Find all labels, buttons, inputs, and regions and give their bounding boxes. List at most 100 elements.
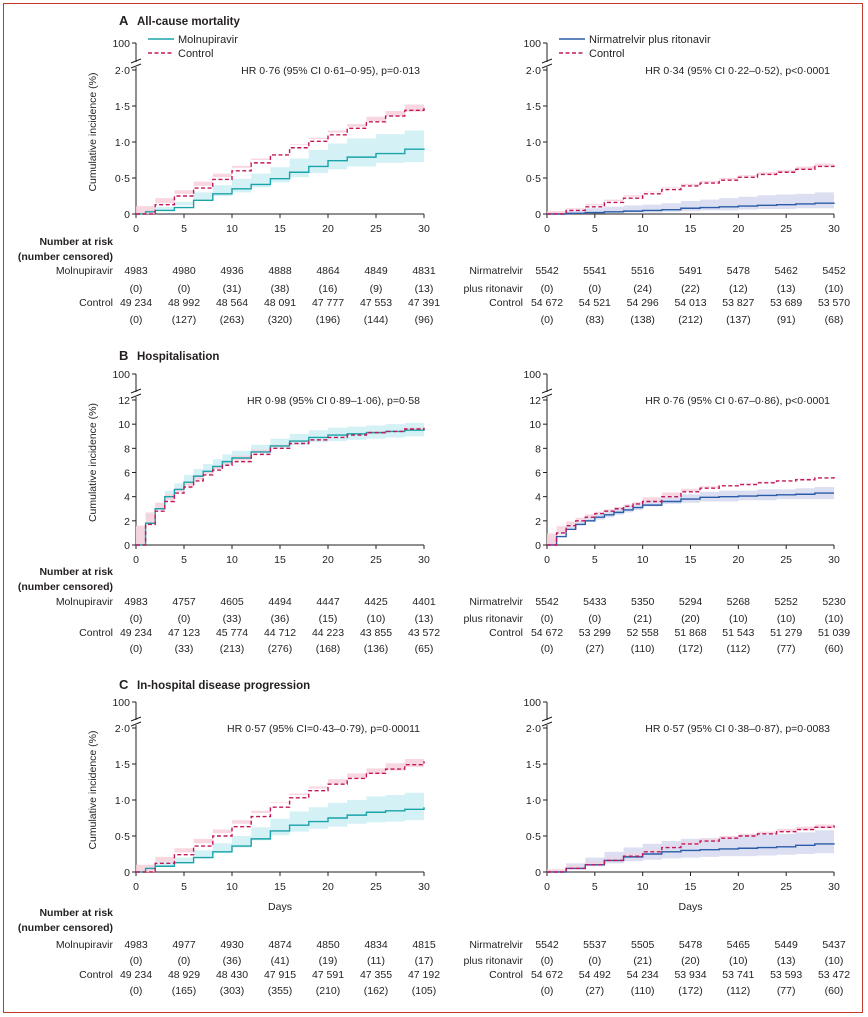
risk-count: 4977 <box>172 939 196 951</box>
x-axis-label: Days <box>679 901 703 913</box>
risk-count: 51 279 <box>770 627 802 639</box>
risk-count: 54 521 <box>579 297 611 309</box>
risk-censored: (0) <box>541 955 554 967</box>
x-tick-label: 30 <box>418 881 430 893</box>
y-tick-label: 6 <box>535 468 541 480</box>
ci-band-control <box>136 755 424 872</box>
x-tick-label: 0 <box>544 881 550 893</box>
risk-count: 4930 <box>220 939 244 951</box>
risk-row-label: Control <box>489 627 523 639</box>
risk-censored: (355) <box>268 985 293 997</box>
y-axis-break <box>130 388 142 399</box>
risk-censored: (168) <box>316 643 341 655</box>
risk-count: 5462 <box>774 265 798 277</box>
risk-count: 5542 <box>535 596 559 608</box>
risk-censored: (21) <box>633 613 652 625</box>
risk-count: 4936 <box>220 265 244 277</box>
risk-censored: (213) <box>220 643 245 655</box>
risk-censored: (105) <box>412 985 437 997</box>
y-tick-label: 0·5 <box>526 173 541 185</box>
risk-count: 54 234 <box>627 969 659 981</box>
risk-table-header: Number at risk <box>39 907 113 919</box>
x-tick-label: 10 <box>226 881 238 893</box>
series-line-control <box>136 106 425 215</box>
panel-title: In-hospital disease progression <box>137 680 310 692</box>
risk-censored: (303) <box>220 985 245 997</box>
risk-count: 5478 <box>679 939 703 951</box>
x-tick-label: 30 <box>828 881 840 893</box>
risk-count: 47 355 <box>360 969 392 981</box>
x-tick-label: 0 <box>133 881 139 893</box>
x-tick-label: 25 <box>370 554 382 566</box>
series-line-control <box>136 427 425 546</box>
x-tick-label: 15 <box>274 554 286 566</box>
y-tick-label: 100 <box>112 38 130 50</box>
x-tick-label: 5 <box>181 223 187 235</box>
y-tick-label: 0·5 <box>526 831 541 843</box>
panel-title: Hospitalisation <box>137 351 219 363</box>
ci-band-control <box>136 100 424 214</box>
x-tick-label: 30 <box>828 554 840 566</box>
risk-censored: (60) <box>825 643 844 655</box>
risk-row-label: Nirmatrelvir <box>469 596 523 608</box>
risk-count: 53 934 <box>674 969 706 981</box>
risk-censored: (276) <box>268 643 293 655</box>
risk-count: 54 013 <box>674 297 706 309</box>
x-tick-label: 5 <box>592 554 598 566</box>
risk-censored: (0) <box>130 985 143 997</box>
y-axis-break <box>541 388 553 399</box>
risk-censored: (196) <box>316 314 341 326</box>
ci-band-treatment <box>547 191 834 214</box>
risk-censored: (16) <box>319 283 338 295</box>
risk-censored: (212) <box>678 314 703 326</box>
series-line-treatment <box>547 492 834 546</box>
y-tick-label: 8 <box>124 443 130 455</box>
y-tick-label: 0 <box>124 209 130 221</box>
y-axis-break <box>130 716 142 727</box>
y-tick-label: 1·5 <box>526 759 541 771</box>
series-line-control <box>547 476 835 546</box>
x-tick-label: 20 <box>322 881 334 893</box>
risk-censored: (24) <box>633 283 652 295</box>
risk-count: 4494 <box>268 596 292 608</box>
risk-censored: (10) <box>825 283 844 295</box>
y-axis-label: Cumulative incidence (%) <box>87 403 99 522</box>
risk-table-subheader: (number censored) <box>18 581 113 593</box>
hazard-ratio-text: HR 0·57 (95% CI 0·38–0·87), p=0·0083 <box>645 723 830 735</box>
y-tick-label: 4 <box>535 492 541 504</box>
risk-count: 48 929 <box>168 969 200 981</box>
risk-censored: (112) <box>726 985 750 997</box>
risk-table-subheader: (number censored) <box>18 922 113 934</box>
risk-censored: (0) <box>178 613 191 625</box>
y-tick-label: 6 <box>124 468 130 480</box>
risk-censored: (110) <box>631 643 655 655</box>
risk-count: 54 672 <box>531 969 563 981</box>
series-line-treatment <box>547 202 835 215</box>
risk-count: 53 741 <box>722 969 754 981</box>
risk-count: 47 192 <box>408 969 440 981</box>
risk-count: 5505 <box>631 939 655 951</box>
risk-row-label: Control <box>79 297 113 309</box>
y-tick-label: 0 <box>124 867 130 879</box>
series-line-treatment <box>547 843 835 873</box>
risk-count: 54 672 <box>531 627 563 639</box>
hazard-ratio-text: HR 0·76 (95% CI 0·61–0·95), p=0·013 <box>241 65 420 77</box>
legend-label: Nirmatrelvir plus ritonavir <box>589 34 711 46</box>
y-tick-label: 100 <box>112 369 130 381</box>
risk-censored: (33) <box>223 613 242 625</box>
series-line-control <box>136 761 425 873</box>
risk-censored: (162) <box>364 985 389 997</box>
risk-censored: (0) <box>588 283 601 295</box>
risk-count: 5449 <box>774 939 798 951</box>
risk-censored: (20) <box>681 955 700 967</box>
legend-label: Control <box>589 48 624 60</box>
risk-censored: (9) <box>370 283 383 295</box>
risk-censored: (110) <box>631 985 655 997</box>
y-tick-label: 100 <box>523 697 541 709</box>
risk-censored: (0) <box>130 314 143 326</box>
risk-censored: (91) <box>777 314 796 326</box>
risk-count: 5516 <box>631 265 655 277</box>
x-tick-label: 10 <box>226 223 238 235</box>
x-tick-label: 0 <box>544 554 550 566</box>
risk-count: 47 777 <box>312 297 344 309</box>
